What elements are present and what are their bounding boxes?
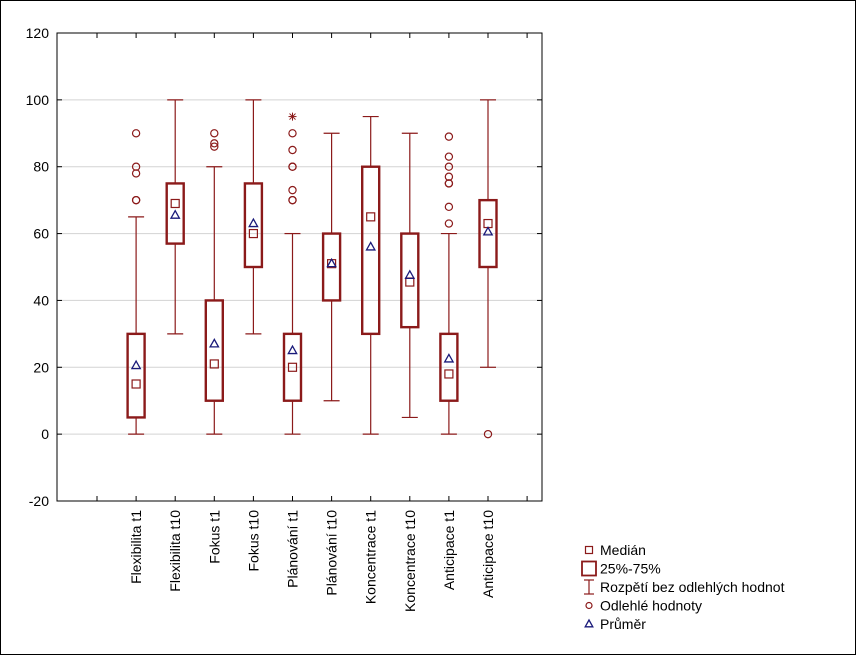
mean-marker	[169, 209, 181, 219]
mean-marker	[326, 257, 337, 268]
box-group-10	[478, 99, 498, 439]
outlier-point	[131, 129, 141, 138]
iqr-box	[321, 232, 342, 302]
mean-marker	[365, 241, 377, 251]
outlier-point	[444, 202, 454, 212]
mean-marker	[404, 269, 416, 280]
legend-layer: Medián 25%-75% Rozpětí bez odlehlých hodno…	[581, 542, 785, 632]
legend-box-symbol	[581, 560, 597, 577]
y-tick-label: 40	[33, 292, 49, 308]
box-group-6	[321, 132, 342, 402]
mean-marker	[130, 359, 142, 370]
box-group-7	[361, 115, 381, 435]
box-group-4	[243, 99, 264, 335]
outlier-point	[288, 162, 297, 171]
grid-layer	[57, 99, 542, 435]
x-category-label: Anticipace t1	[441, 510, 457, 590]
outlier-point	[210, 129, 219, 138]
y-tick-label: 100	[26, 92, 50, 108]
box-layer	[126, 99, 498, 439]
mean-marker	[482, 226, 494, 236]
extreme-stroke	[289, 113, 296, 120]
y-tick-label: 120	[26, 25, 50, 41]
x-category-label: Flexibilita t10	[167, 510, 183, 592]
x-category-label: Fokus t1	[206, 510, 222, 564]
legend-label: Průměr	[600, 616, 646, 632]
iqr-box	[204, 299, 225, 402]
outlier-point	[288, 145, 297, 155]
median-marker	[209, 359, 219, 369]
plot-area-border	[56, 32, 543, 502]
x-category-label: Koncentrace t1	[363, 510, 379, 604]
median-marker	[248, 228, 258, 239]
median-marker	[170, 198, 180, 209]
legend-item-median: Medián	[584, 542, 646, 558]
box-group-5	[282, 112, 303, 435]
mean-marker	[208, 338, 220, 348]
x-category-label: Plánování t1	[285, 510, 301, 588]
iqr-box	[282, 332, 303, 402]
median-marker	[405, 277, 415, 287]
plot-frame-layer	[56, 32, 543, 502]
iqr-box	[165, 182, 185, 245]
box-group-1	[126, 129, 146, 435]
outlier-point	[444, 152, 454, 161]
y-tick-label: 20	[33, 359, 49, 375]
legend-item-box: 25%-75%	[581, 560, 661, 577]
legend-mean-symbol	[584, 618, 594, 628]
iqr-box	[361, 165, 381, 336]
outlier-point	[210, 142, 219, 151]
iqr-box	[126, 332, 146, 419]
outlier-point	[288, 195, 297, 205]
outlier-point	[444, 132, 454, 141]
mean-marker	[287, 344, 298, 355]
iqr-box	[439, 332, 459, 402]
outlier-point	[444, 172, 454, 181]
median-marker	[444, 369, 454, 379]
y-tick-label: 80	[33, 159, 49, 175]
legend-label: Rozpětí bez odlehlých hodnot	[600, 579, 785, 595]
x-category-label: Anticipace t10	[480, 510, 496, 598]
legend-item-outlier: Odlehlé hodnoty	[585, 598, 702, 614]
box-group-8	[400, 132, 420, 419]
outlier-point	[131, 195, 141, 205]
legend-outlier-symbol	[585, 601, 593, 610]
iqr-box	[400, 232, 420, 329]
outlier-point	[483, 429, 493, 439]
legend-label: Medián	[600, 542, 646, 558]
outlier-point	[288, 185, 297, 195]
outlier-point	[444, 219, 454, 228]
box-group-3	[204, 129, 225, 435]
extreme-point	[288, 112, 297, 121]
iqr-box	[243, 182, 264, 269]
y-tick-label: -20	[29, 493, 49, 509]
mean-marker	[248, 217, 259, 228]
legend-label: Odlehlé hodnoty	[600, 598, 702, 614]
box-group-2	[165, 99, 185, 335]
legend-label: 25%-75%	[600, 561, 661, 577]
x-category-label: Plánování t10	[324, 510, 340, 596]
median-marker	[287, 362, 298, 372]
iqr-box	[478, 198, 498, 269]
outlier-point	[288, 129, 297, 138]
median-marker	[366, 212, 376, 222]
y-tick-label: 0	[41, 426, 49, 442]
outlier-point	[131, 162, 141, 171]
legend-item-whisker: Rozpětí bez odlehlých hodnot	[584, 579, 785, 595]
x-category-label: Koncentrace t10	[402, 510, 418, 612]
legend-item-mean: Průměr	[584, 616, 646, 632]
legend-median-symbol	[584, 545, 594, 555]
box-group-9	[439, 132, 459, 435]
x-category-label: Fokus t10	[245, 510, 261, 572]
mean-marker	[443, 353, 455, 363]
median-marker	[131, 379, 141, 389]
y-tick-label: 60	[33, 226, 49, 242]
axis-layer: -20 0 20 40 60 80 100 120 Flexibilita t1 Flexibil…	[26, 25, 542, 612]
outlier-point	[210, 139, 219, 148]
x-category-label: Flexibilita t1	[128, 510, 144, 584]
outlier-point	[444, 162, 454, 171]
